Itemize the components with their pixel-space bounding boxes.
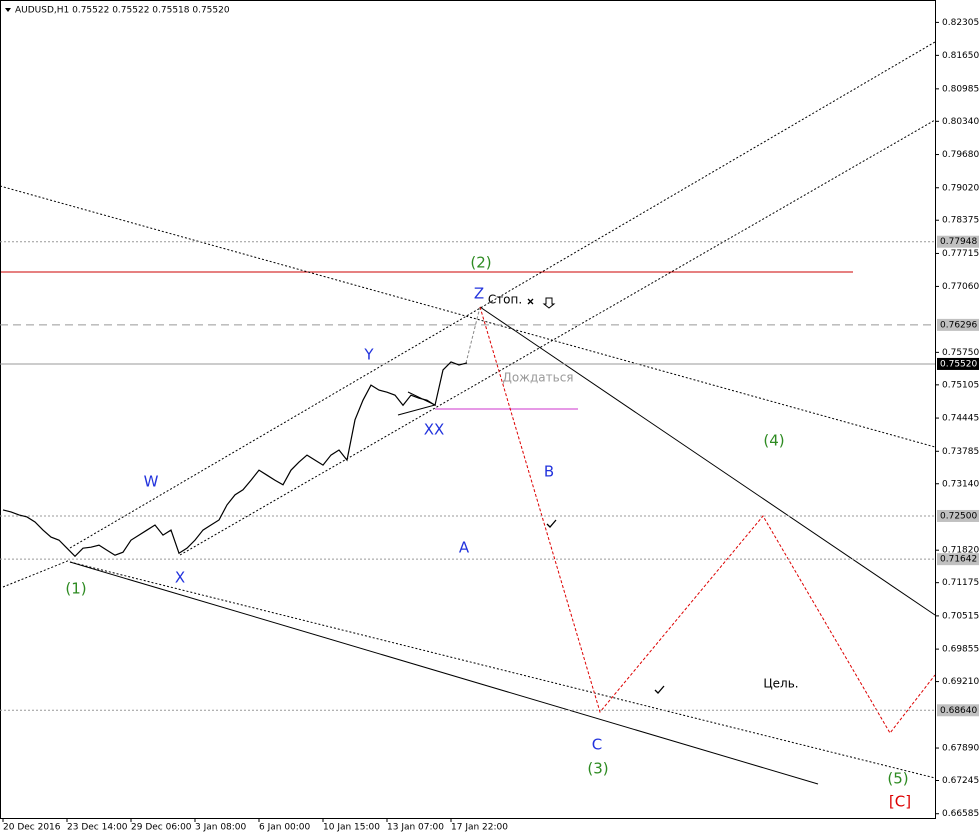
y-tick-label: 0.70515 bbox=[942, 611, 979, 621]
y-tick-label: 0.81650 bbox=[942, 51, 979, 61]
x-tick-label: 10 Jan 15:00 bbox=[323, 823, 380, 833]
lower-trend-line bbox=[69, 561, 819, 785]
annotation: (2) bbox=[470, 254, 491, 272]
annotation: Цель. bbox=[763, 677, 798, 691]
level-box bbox=[937, 357, 979, 370]
y-tick-label: 0.67245 bbox=[942, 776, 979, 786]
x-tick-label: 13 Jan 07:00 bbox=[387, 823, 444, 833]
annotation: Z bbox=[474, 285, 484, 303]
level-label: 0.75520 bbox=[940, 359, 977, 369]
annotation: X bbox=[175, 569, 185, 587]
check-icon bbox=[654, 685, 665, 694]
annotation: [C] bbox=[889, 793, 911, 811]
level-box bbox=[937, 704, 979, 717]
y-tick-label: 0.77715 bbox=[942, 249, 979, 259]
x-tick-label: 29 Dec 06:00 bbox=[131, 823, 192, 833]
level-label: 0.72500 bbox=[940, 511, 977, 521]
level-label: 0.76296 bbox=[940, 320, 977, 330]
y-tick-label: 0.71820 bbox=[942, 546, 979, 556]
level-box bbox=[937, 235, 979, 248]
y-tick-label: 0.77060 bbox=[942, 282, 979, 292]
level-label: 0.71642 bbox=[940, 555, 977, 565]
cross-icon bbox=[527, 298, 534, 305]
annotation: B bbox=[544, 463, 554, 481]
y-tick-label: 0.71175 bbox=[942, 578, 979, 588]
forecast-path bbox=[479, 306, 936, 734]
y-tick-label: 0.79020 bbox=[942, 183, 979, 193]
annotation: (1) bbox=[65, 580, 86, 598]
channel-lower bbox=[179, 119, 936, 556]
annotation: (5) bbox=[887, 770, 908, 788]
y-tick-label: 0.80340 bbox=[942, 117, 979, 127]
upper-trend-line bbox=[479, 306, 936, 616]
annotation: Дождаться bbox=[502, 371, 573, 385]
x-tick-label: 23 Dec 14:00 bbox=[67, 823, 128, 833]
y-tick-label: 0.74445 bbox=[942, 414, 979, 424]
x-tick-label: 6 Jan 00:00 bbox=[259, 823, 311, 833]
y-tick-label: 0.75750 bbox=[942, 348, 979, 358]
level-label: 0.68640 bbox=[940, 706, 977, 716]
annotation: Стоп. bbox=[488, 293, 522, 307]
annotation: (3) bbox=[587, 760, 608, 778]
x-tick-label: 3 Jan 08:00 bbox=[195, 823, 247, 833]
channel-upper bbox=[69, 41, 936, 549]
annotation: A bbox=[459, 539, 470, 557]
price-line bbox=[2, 361, 468, 558]
level-label: 0.77948 bbox=[940, 237, 977, 247]
y-tick-label: 0.73140 bbox=[942, 479, 979, 489]
descending-line bbox=[0, 185, 936, 448]
arrow-icon bbox=[542, 297, 556, 309]
annotation: XX bbox=[424, 421, 445, 439]
menu-icon bbox=[5, 8, 11, 12]
y-tick-label: 0.82305 bbox=[942, 18, 979, 28]
check-icon bbox=[546, 519, 557, 528]
level-box bbox=[937, 318, 979, 331]
plot-frame bbox=[0, 0, 936, 819]
annotation: Y bbox=[363, 346, 374, 364]
chart-title: AUDUSD,H1 0.75522 0.75522 0.75518 0.7552… bbox=[15, 6, 230, 16]
y-tick-label: 0.79680 bbox=[942, 150, 979, 160]
annotation: (4) bbox=[763, 432, 784, 450]
annotation: W bbox=[144, 473, 159, 491]
annotation: C bbox=[592, 736, 602, 754]
y-tick-label: 0.67890 bbox=[942, 744, 979, 754]
lower-dotted-line bbox=[69, 561, 936, 779]
y-tick-label: 0.73785 bbox=[942, 447, 979, 457]
level-box bbox=[937, 509, 979, 522]
y-tick-label: 0.80985 bbox=[942, 84, 979, 94]
y-tick-label: 0.66585 bbox=[942, 809, 979, 819]
level-box bbox=[937, 553, 979, 566]
y-tick-label: 0.69855 bbox=[942, 645, 979, 655]
y-tick-label: 0.69210 bbox=[942, 677, 979, 687]
drawings bbox=[0, 41, 936, 785]
x-tick-label: 17 Jan 22:00 bbox=[451, 823, 508, 833]
y-tick-label: 0.78375 bbox=[942, 216, 979, 226]
x-tick-label: 20 Dec 2016 bbox=[3, 823, 61, 833]
y-tick-label: 0.75105 bbox=[942, 380, 979, 390]
channel-start bbox=[2, 559, 71, 588]
